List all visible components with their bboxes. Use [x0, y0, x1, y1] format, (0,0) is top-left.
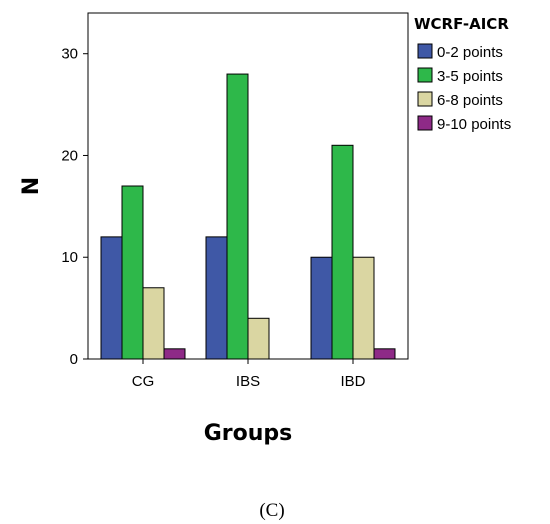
bar-ibd-2: [331, 144, 354, 360]
legend-label: 6-8 points: [437, 92, 503, 109]
bar-ibs-1: [205, 236, 228, 360]
y-axis-title: N: [19, 177, 44, 195]
bar-ibd-1: [310, 256, 333, 360]
legend-swatch: [417, 43, 433, 59]
bar-cg-3: [142, 287, 165, 360]
legend: 0-2 points 3-5 points 6-8 points 9-10 point…: [417, 43, 511, 133]
x-axis: CG IBS IBD: [132, 359, 366, 390]
bar-ibd-3: [352, 256, 375, 360]
legend-swatch: [417, 91, 433, 107]
bar-ibs-3: [247, 317, 270, 360]
bar-ibd-4: [373, 348, 396, 360]
x-tick-label: IBS: [236, 373, 260, 390]
legend-swatch: [417, 115, 433, 131]
y-tick-label: 20: [61, 147, 78, 164]
legend-title: WCRF-AICR: [414, 15, 509, 33]
legend-label: 0-2 points: [437, 44, 503, 61]
legend-label: 3-5 points: [437, 68, 503, 85]
x-axis-title: Groups: [204, 421, 293, 446]
bar-ibs-2: [226, 73, 249, 360]
bars-group: [100, 73, 396, 360]
y-tick-label: 0: [70, 351, 78, 368]
legend-swatch: [417, 67, 433, 83]
legend-label: 9-10 points: [437, 116, 511, 133]
y-axis: 0 10 20 30: [61, 46, 88, 368]
bar-cg-4: [163, 348, 186, 360]
bar-cg-1: [100, 236, 123, 360]
x-tick-label: CG: [132, 373, 155, 390]
bar-cg-2: [121, 185, 144, 360]
figure-caption: (C): [259, 500, 284, 521]
x-tick-label: IBD: [340, 373, 365, 390]
y-tick-label: 30: [61, 46, 78, 63]
y-tick-label: 10: [61, 249, 78, 266]
